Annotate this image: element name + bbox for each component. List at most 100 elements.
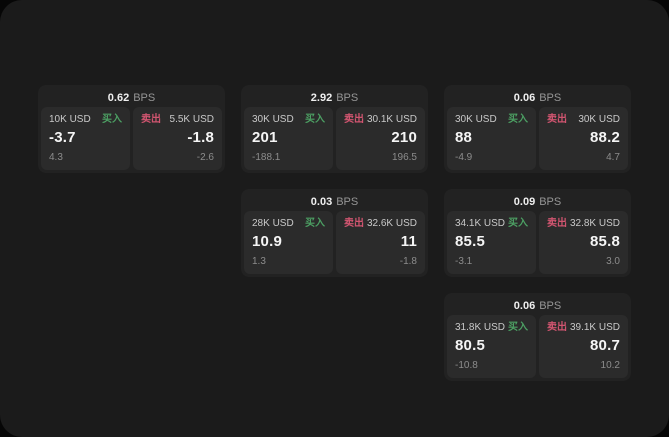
sell-size-label: 5.5K USD	[169, 114, 214, 125]
sell-side-label: 卖出	[547, 114, 567, 125]
buy-panel-top: 30K USD 买入	[455, 114, 528, 126]
sell-size-label: 32.6K USD	[366, 218, 417, 229]
sell-sub-value: 3.0	[606, 256, 620, 267]
spread-bps-value: 0.06	[513, 299, 536, 312]
buy-sub-value: 1.3	[252, 256, 266, 267]
spread-bps-unit: BPS	[336, 91, 359, 104]
buy-panel-top: 10K USD 买入	[49, 114, 122, 126]
spread-bps-value: 0.09	[513, 195, 536, 208]
sell-panel-top: 卖出 30.1K USD	[344, 114, 417, 126]
spread-bps-value: 0.06	[513, 91, 536, 104]
buy-size-label: 30K USD	[455, 114, 497, 125]
spread-bps-value: 0.03	[310, 195, 333, 208]
sell-price-value: -1.8	[187, 129, 214, 146]
spread-card: 0.06 BPS 30K USD 买入 88 -4.9 卖出 30K USD 8…	[444, 85, 631, 173]
sell-sub-value: 10.2	[600, 360, 620, 371]
buy-size-label: 28K USD	[252, 218, 294, 229]
quote-panels: 30K USD 买入 201 -188.1 卖出 30.1K USD 210 1…	[244, 107, 425, 170]
sell-panel-top: 卖出 32.6K USD	[344, 218, 417, 230]
spread-bps-value: 0.62	[107, 91, 130, 104]
buy-side-label: 买入	[305, 114, 325, 125]
spread-card: 0.62 BPS 10K USD 买入 -3.7 4.3 卖出 5.5K USD…	[38, 85, 225, 173]
spread-bps-unit: BPS	[539, 299, 562, 312]
spread-header: 0.06 BPS	[447, 88, 628, 107]
buy-quote-panel[interactable]: 30K USD 买入 88 -4.9	[447, 107, 536, 170]
sell-price-value: 88.2	[590, 129, 620, 146]
sell-quote-panel[interactable]: 卖出 32.8K USD 85.8 3.0	[539, 211, 628, 274]
sell-sub-value: 196.5	[391, 152, 417, 163]
sell-quote-panel[interactable]: 卖出 30.1K USD 210 196.5	[336, 107, 425, 170]
sell-quote-panel[interactable]: 卖出 32.6K USD 11 -1.8	[336, 211, 425, 274]
spread-bps-unit: BPS	[336, 195, 359, 208]
buy-price-value: 10.9	[252, 233, 282, 250]
sell-quote-panel[interactable]: 卖出 39.1K USD 80.7 10.2	[539, 315, 628, 378]
spread-header: 0.03 BPS	[244, 192, 425, 211]
buy-size-label: 10K USD	[49, 114, 91, 125]
sell-side-label: 卖出	[547, 322, 567, 333]
buy-sub-value: -188.1	[252, 152, 281, 163]
buy-quote-panel[interactable]: 10K USD 买入 -3.7 4.3	[41, 107, 130, 170]
sell-sub-value: 4.7	[606, 152, 620, 163]
quote-panels: 10K USD 买入 -3.7 4.3 卖出 5.5K USD -1.8 -2.…	[41, 107, 222, 170]
sell-sub-value: -1.8	[399, 256, 417, 267]
buy-price-value: 201	[252, 129, 278, 146]
sell-price-value: 80.7	[590, 337, 620, 354]
buy-quote-panel[interactable]: 31.8K USD 买入 80.5 -10.8	[447, 315, 536, 378]
buy-side-label: 买入	[508, 218, 528, 229]
sell-size-label: 32.8K USD	[569, 218, 620, 229]
quote-panels: 31.8K USD 买入 80.5 -10.8 卖出 39.1K USD 80.…	[447, 315, 628, 378]
buy-price-value: -3.7	[49, 129, 76, 146]
spread-header: 0.09 BPS	[447, 192, 628, 211]
buy-sub-value: 4.3	[49, 152, 63, 163]
buy-panel-top: 28K USD 买入	[252, 218, 325, 230]
spread-card: 0.06 BPS 31.8K USD 买入 80.5 -10.8 卖出 39.1…	[444, 293, 631, 381]
buy-quote-panel[interactable]: 28K USD 买入 10.9 1.3	[244, 211, 333, 274]
spread-card: 2.92 BPS 30K USD 买入 201 -188.1 卖出 30.1K …	[241, 85, 428, 173]
quote-panels: 34.1K USD 买入 85.5 -3.1 卖出 32.8K USD 85.8…	[447, 211, 628, 274]
sell-panel-top: 卖出 30K USD	[547, 114, 620, 126]
sell-side-label: 卖出	[141, 114, 161, 125]
buy-panel-top: 34.1K USD 买入	[455, 218, 528, 230]
buy-price-value: 80.5	[455, 337, 485, 354]
sell-size-label: 30.1K USD	[366, 114, 417, 125]
sell-price-value: 210	[391, 129, 417, 146]
buy-size-label: 34.1K USD	[455, 218, 506, 229]
sell-sub-value: -2.6	[196, 152, 214, 163]
buy-panel-top: 31.8K USD 买入	[455, 322, 528, 334]
sell-panel-top: 卖出 32.8K USD	[547, 218, 620, 230]
spread-cards-grid: 0.62 BPS 10K USD 买入 -3.7 4.3 卖出 5.5K USD…	[38, 85, 631, 381]
buy-size-label: 31.8K USD	[455, 322, 506, 333]
quote-panels: 30K USD 买入 88 -4.9 卖出 30K USD 88.2 4.7	[447, 107, 628, 170]
sell-size-label: 39.1K USD	[569, 322, 620, 333]
buy-sub-value: -3.1	[455, 256, 473, 267]
buy-price-value: 85.5	[455, 233, 485, 250]
buy-side-label: 买入	[508, 114, 528, 125]
sell-side-label: 卖出	[344, 218, 364, 229]
spread-bps-value: 2.92	[310, 91, 333, 104]
spread-bps-unit: BPS	[133, 91, 156, 104]
buy-size-label: 30K USD	[252, 114, 294, 125]
sell-price-value: 11	[400, 233, 417, 250]
spread-bps-unit: BPS	[539, 195, 562, 208]
spread-header: 0.62 BPS	[41, 88, 222, 107]
buy-quote-panel[interactable]: 30K USD 买入 201 -188.1	[244, 107, 333, 170]
buy-price-value: 88	[455, 129, 473, 146]
buy-side-label: 买入	[305, 218, 325, 229]
sell-quote-panel[interactable]: 卖出 30K USD 88.2 4.7	[539, 107, 628, 170]
sell-side-label: 卖出	[547, 218, 567, 229]
sell-size-label: 30K USD	[578, 114, 620, 125]
buy-sub-value: -10.8	[455, 360, 478, 371]
spread-header: 0.06 BPS	[447, 296, 628, 315]
sell-panel-top: 卖出 39.1K USD	[547, 322, 620, 334]
buy-quote-panel[interactable]: 34.1K USD 买入 85.5 -3.1	[447, 211, 536, 274]
spread-bps-unit: BPS	[539, 91, 562, 104]
sell-side-label: 卖出	[344, 114, 364, 125]
buy-side-label: 买入	[102, 114, 122, 125]
spread-card: 0.03 BPS 28K USD 买入 10.9 1.3 卖出 32.6K US…	[241, 189, 428, 277]
sell-quote-panel[interactable]: 卖出 5.5K USD -1.8 -2.6	[133, 107, 222, 170]
buy-panel-top: 30K USD 买入	[252, 114, 325, 126]
sell-panel-top: 卖出 5.5K USD	[141, 114, 214, 126]
spread-header: 2.92 BPS	[244, 88, 425, 107]
spread-card: 0.09 BPS 34.1K USD 买入 85.5 -3.1 卖出 32.8K…	[444, 189, 631, 277]
